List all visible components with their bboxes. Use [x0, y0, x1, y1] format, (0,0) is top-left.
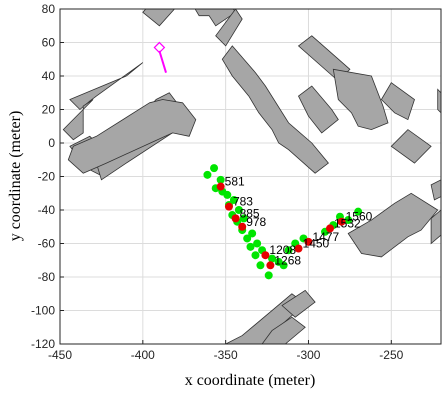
green-point [216, 175, 225, 184]
building-rounded [67, 99, 197, 174]
x-tick-label: -400 [131, 348, 155, 362]
y-axis-label: y coordinate (meter) [7, 111, 24, 242]
building [430, 209, 441, 245]
green-point [203, 170, 212, 179]
green-point [246, 242, 255, 251]
red-point [266, 261, 275, 270]
x-tick-label: -450 [48, 348, 72, 362]
building [261, 316, 306, 344]
point-label: 1560 [346, 210, 373, 224]
green-point [239, 214, 248, 223]
red-point [224, 202, 233, 211]
building [62, 99, 94, 141]
point-label: 1477 [312, 230, 339, 244]
point-label: 1450 [303, 237, 330, 251]
y-tick-label: -20 [38, 170, 56, 184]
building [430, 179, 441, 201]
x-tick-label: -350 [214, 348, 238, 362]
heading-arrow [158, 50, 167, 73]
red-point [337, 217, 346, 226]
building [69, 62, 144, 111]
ticks: -450 -400 -350 -300 -250 80 60 40 20 0 -20 -40 -60 -8… [31, 2, 404, 362]
green-point [243, 234, 252, 243]
green-point [264, 271, 273, 280]
x-tick-label: -250 [379, 348, 403, 362]
green-point [279, 261, 288, 270]
building [437, 88, 441, 114]
y-tick-label: 40 [42, 69, 56, 83]
y-tick-label: -40 [38, 203, 56, 217]
building [142, 9, 176, 27]
point-label: 1532 [334, 216, 361, 230]
green-point [268, 254, 277, 263]
point-label: 978 [246, 215, 266, 229]
point-label: 783 [233, 195, 253, 209]
x-tick-label: -300 [296, 348, 320, 362]
y-tick-label: -80 [38, 270, 56, 284]
green-point [256, 261, 265, 270]
y-tick-label: 60 [42, 36, 56, 50]
red-point [231, 214, 240, 223]
y-tick-label: -120 [31, 337, 55, 351]
red-point [304, 237, 313, 246]
point-label: 581 [225, 175, 245, 189]
vehicle-marker [153, 41, 166, 54]
green-point [223, 190, 232, 199]
x-axis-label: x coordinate (meter) [185, 372, 316, 389]
y-tick-label: 0 [48, 136, 55, 150]
building [332, 68, 389, 131]
y-tick-label: 80 [42, 2, 56, 16]
red-point [261, 251, 270, 260]
y-tick-label: -100 [31, 304, 55, 318]
buildings [62, 9, 441, 344]
green-point [229, 195, 238, 204]
red-point [326, 224, 335, 233]
green-point [234, 206, 243, 214]
y-tick-label: -60 [38, 237, 56, 251]
green-point [284, 246, 293, 255]
green-point [253, 239, 262, 248]
y-tick-label: 20 [42, 103, 56, 117]
building [347, 192, 439, 258]
green-point [344, 216, 353, 225]
green-point [251, 251, 260, 260]
red-point [294, 244, 303, 253]
building [281, 289, 316, 318]
point-label: 1268 [274, 253, 301, 267]
points [153, 41, 363, 280]
green-point [210, 164, 219, 173]
building [380, 82, 415, 121]
building [194, 9, 237, 27]
building [221, 45, 329, 174]
building [390, 129, 432, 164]
red-point [216, 182, 225, 191]
building [215, 9, 243, 47]
green-point [248, 229, 257, 238]
green-point [354, 207, 363, 216]
red-point [238, 222, 247, 231]
building [297, 85, 339, 134]
point-label: 885 [240, 206, 260, 220]
point-label: 1208 [269, 243, 296, 257]
